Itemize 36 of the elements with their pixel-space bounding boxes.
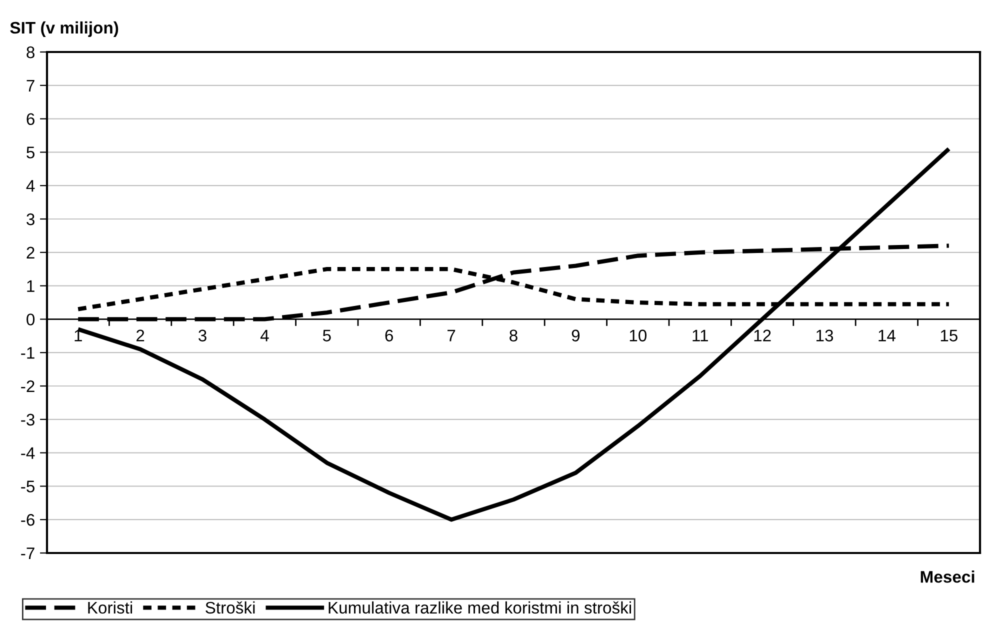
x-tick-label: 5 <box>322 330 331 342</box>
y-axis-title: SIT (v milijon) <box>10 21 118 37</box>
x-tick-label: 4 <box>260 330 269 342</box>
x-tick-label: 6 <box>385 330 393 342</box>
y-tick-label: -7 <box>21 548 34 560</box>
x-tick-label: 1 <box>74 330 82 342</box>
x-tick-label: 13 <box>816 330 834 342</box>
y-tick-label: 0 <box>26 314 35 326</box>
y-tick-label: -6 <box>21 514 34 526</box>
y-tick-label: 1 <box>27 280 34 292</box>
y-tick-label: 5 <box>26 146 34 158</box>
x-tick-label: 8 <box>510 330 518 342</box>
y-tick-label: -3 <box>21 414 34 426</box>
x-tick-label: 11 <box>692 330 708 342</box>
x-tick-label: 10 <box>630 330 647 342</box>
x-tick-label: 7 <box>448 330 456 342</box>
legend-label: Koristi <box>88 601 132 614</box>
legend-label: Stroški <box>206 601 255 614</box>
y-tick-label: -2 <box>21 380 34 392</box>
y-tick-label: 4 <box>26 180 35 192</box>
y-tick-label: 7 <box>26 80 34 92</box>
x-tick-label: 2 <box>136 330 144 342</box>
y-tick-label: 8 <box>26 46 34 58</box>
y-tick-label: 2 <box>26 246 34 258</box>
x-tick-label: 12 <box>754 330 771 342</box>
x-tick-label: 14 <box>878 330 896 342</box>
y-tick-label: -1 <box>21 347 34 359</box>
y-tick-label: 6 <box>26 113 34 126</box>
x-tick-label: 9 <box>572 330 580 342</box>
y-tick-label: -4 <box>21 447 35 459</box>
x-tick-label: 15 <box>940 330 958 342</box>
x-axis-title: Meseci <box>920 570 974 583</box>
y-tick-label: -5 <box>21 480 34 492</box>
y-tick-label: 3 <box>26 213 34 226</box>
legend-label: Kumulativa razlike med koristmi in stroški <box>328 601 632 614</box>
x-tick-label: 3 <box>198 330 206 342</box>
